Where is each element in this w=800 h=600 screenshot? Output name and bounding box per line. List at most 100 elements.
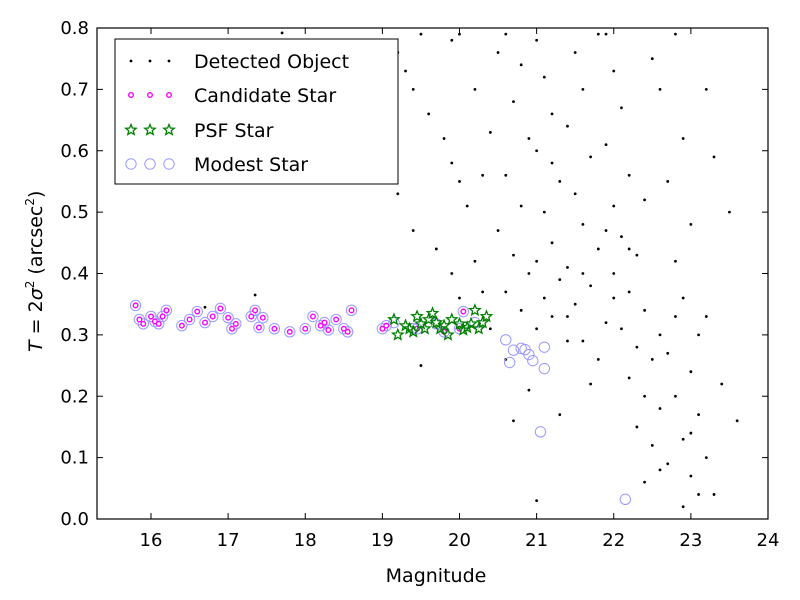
plot-frame bbox=[96, 27, 769, 520]
detected-object-point bbox=[627, 173, 631, 177]
detected-object-point bbox=[589, 155, 593, 159]
modest-star-point bbox=[191, 305, 203, 318]
detected-object-point bbox=[627, 290, 631, 294]
detected-object-point bbox=[566, 124, 569, 128]
detected-object-point bbox=[512, 253, 515, 257]
modest-star-point bbox=[249, 304, 261, 317]
detected-object-point bbox=[620, 235, 623, 239]
modest-star-point bbox=[156, 310, 169, 323]
detected-object-point bbox=[612, 69, 616, 73]
candidate-star-point bbox=[201, 319, 208, 326]
detected-object-point bbox=[496, 51, 500, 54]
candidate-star-point bbox=[228, 325, 235, 332]
detected-object-point bbox=[527, 388, 531, 392]
detected-object-point bbox=[635, 253, 639, 257]
detected-object-point bbox=[481, 173, 485, 177]
candidate-star-point bbox=[252, 307, 259, 314]
detected-object-point bbox=[720, 382, 724, 386]
modest-star-point bbox=[160, 304, 173, 317]
legend-marker-psf-star bbox=[162, 122, 176, 136]
detected-object-point bbox=[558, 413, 562, 417]
detected-object-point bbox=[481, 290, 485, 294]
candidate-star-point bbox=[340, 325, 347, 332]
x-axis-label: Magnitude bbox=[386, 565, 487, 587]
modest-star-point bbox=[538, 362, 551, 375]
candidate-star-point bbox=[317, 322, 324, 329]
detected-object-point bbox=[253, 293, 257, 297]
candidate-star-point bbox=[255, 324, 262, 331]
detected-object-point bbox=[465, 204, 469, 208]
detected-object-point bbox=[658, 468, 662, 472]
modest-star-point bbox=[341, 326, 354, 338]
detected-object-point bbox=[666, 462, 670, 466]
detected-object-point bbox=[689, 223, 693, 226]
modest-star-point bbox=[345, 304, 358, 317]
candidate-star-point bbox=[302, 325, 309, 332]
detected-object-point bbox=[704, 456, 708, 460]
y-tick-label: 0.5 bbox=[60, 202, 89, 223]
candidate-star-point bbox=[309, 313, 316, 320]
x-tick-label: 16 bbox=[140, 530, 163, 551]
modest-star-point bbox=[527, 354, 539, 367]
detected-object-point bbox=[627, 376, 631, 380]
detected-object-point bbox=[558, 180, 562, 183]
detected-object-point bbox=[573, 302, 577, 306]
candidate-star-point bbox=[159, 313, 166, 320]
detected-object-point bbox=[735, 419, 739, 423]
detected-object-point bbox=[581, 223, 585, 226]
detected-object-point bbox=[527, 137, 531, 140]
detected-object-point bbox=[434, 247, 438, 251]
candidate-star-point bbox=[209, 313, 216, 320]
detected-object-point bbox=[404, 69, 407, 73]
modest-star-point bbox=[338, 323, 350, 335]
candidate-star-point bbox=[379, 325, 386, 332]
detected-object-point bbox=[535, 149, 539, 153]
detected-object-point bbox=[620, 327, 623, 331]
detected-object-point bbox=[542, 296, 546, 300]
detected-object-point bbox=[581, 87, 585, 91]
legend-marker-detected-object bbox=[167, 59, 171, 63]
psf-star-point bbox=[387, 312, 401, 326]
legend-marker-psf-star bbox=[143, 122, 157, 136]
x-tick-label: 17 bbox=[217, 530, 240, 551]
detected-object-point bbox=[566, 315, 569, 318]
detected-object-point bbox=[458, 32, 461, 36]
candidate-star-point bbox=[325, 326, 332, 333]
detected-object-point bbox=[280, 31, 284, 35]
candidate-star-point bbox=[136, 316, 143, 323]
detected-object-point bbox=[442, 137, 446, 140]
legend-marker-candidate-star bbox=[165, 91, 172, 98]
legend-label-psf-star: PSF Star bbox=[194, 120, 274, 142]
detected-object-point bbox=[650, 358, 654, 361]
legend-marker-modest-star bbox=[125, 158, 137, 170]
candidate-star-point bbox=[178, 322, 185, 329]
psf-star-point bbox=[475, 315, 490, 329]
detected-object-point bbox=[589, 284, 593, 288]
modest-star-point bbox=[183, 313, 196, 326]
modest-star-point bbox=[199, 316, 211, 329]
detected-object-point bbox=[689, 474, 693, 478]
detected-object-point bbox=[674, 32, 677, 36]
y-tick-label: 0.6 bbox=[60, 141, 89, 162]
detected-object-point bbox=[542, 75, 546, 79]
legend-label-candidate-star: Candidate Star bbox=[194, 85, 336, 107]
detected-object-point bbox=[697, 413, 700, 417]
psf-star-point bbox=[421, 312, 436, 326]
detected-object-point bbox=[535, 327, 539, 331]
detected-object-point bbox=[604, 321, 608, 324]
y-tick-label: 0.1 bbox=[60, 448, 89, 469]
series-detected-object bbox=[203, 31, 739, 509]
candidate-star-point bbox=[132, 302, 139, 309]
detected-object-point bbox=[519, 204, 523, 208]
detected-object-point bbox=[689, 431, 693, 435]
y-tick-label: 0.0 bbox=[60, 509, 89, 530]
modest-star-point bbox=[284, 326, 296, 338]
detected-object-point bbox=[681, 137, 685, 140]
x-tick-label: 20 bbox=[448, 530, 471, 551]
psf-star-point bbox=[471, 321, 486, 335]
candidate-star-point bbox=[147, 313, 154, 320]
detected-object-point bbox=[512, 100, 515, 104]
detected-object-point bbox=[681, 505, 685, 509]
y-axis-label: T = 2σ2 (arcsec2) bbox=[23, 191, 47, 352]
detected-object-point bbox=[573, 192, 577, 196]
